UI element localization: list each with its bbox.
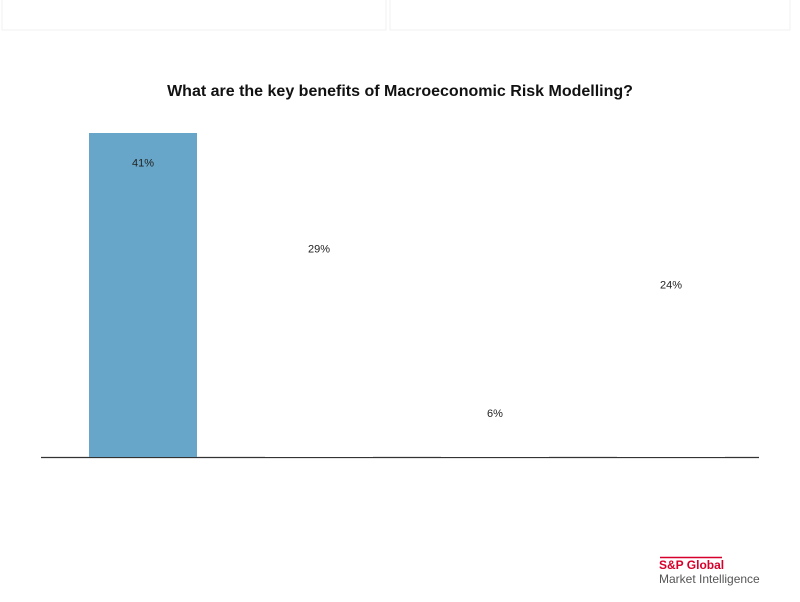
value-label: 29% <box>308 244 330 256</box>
bar <box>89 133 197 457</box>
logo-brand: S&P Global <box>659 558 724 572</box>
value-label: 24% <box>660 279 682 291</box>
chart-title: What are the key benefits of Macroeconom… <box>167 83 633 100</box>
logo-tagline: Market Intelligence <box>659 572 760 586</box>
bar <box>265 227 373 457</box>
value-label: 6% <box>487 408 503 420</box>
top-panel <box>389 0 791 31</box>
value-label: 41% <box>132 158 154 170</box>
bar <box>441 409 549 457</box>
top-panel <box>1 0 387 31</box>
bar <box>617 267 725 457</box>
